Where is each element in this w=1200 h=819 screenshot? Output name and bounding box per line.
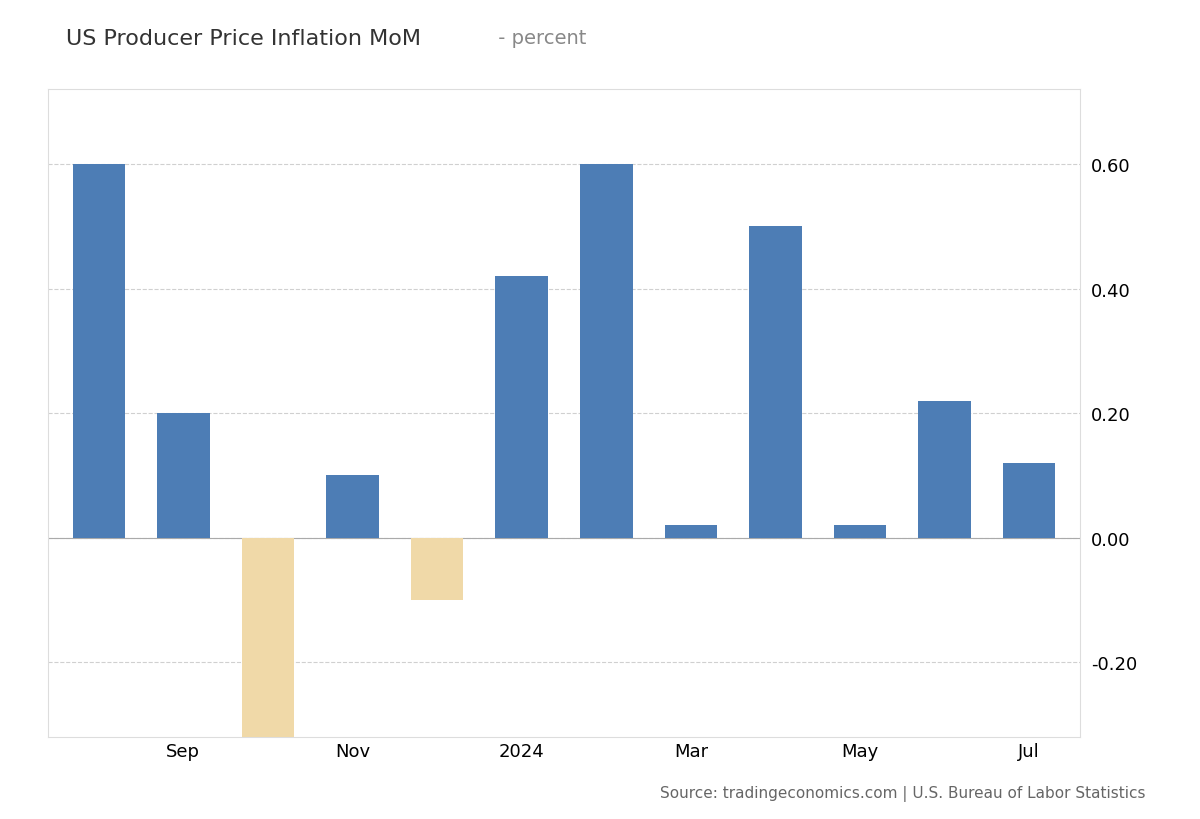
Bar <box>241 538 294 756</box>
Bar <box>749 227 802 538</box>
Bar <box>665 526 718 538</box>
Bar <box>72 165 125 538</box>
Text: Source: tradingeconomics.com | U.S. Bureau of Labor Statistics: Source: tradingeconomics.com | U.S. Bure… <box>660 785 1146 801</box>
Bar <box>326 476 379 538</box>
Bar <box>834 526 887 538</box>
Bar <box>410 538 463 600</box>
Bar <box>580 165 632 538</box>
Bar <box>918 401 971 538</box>
Bar <box>496 277 548 538</box>
Text: - percent: - percent <box>492 29 587 48</box>
Bar <box>1003 464 1056 538</box>
Text: US Producer Price Inflation MoM: US Producer Price Inflation MoM <box>66 29 421 48</box>
Bar <box>157 414 210 538</box>
